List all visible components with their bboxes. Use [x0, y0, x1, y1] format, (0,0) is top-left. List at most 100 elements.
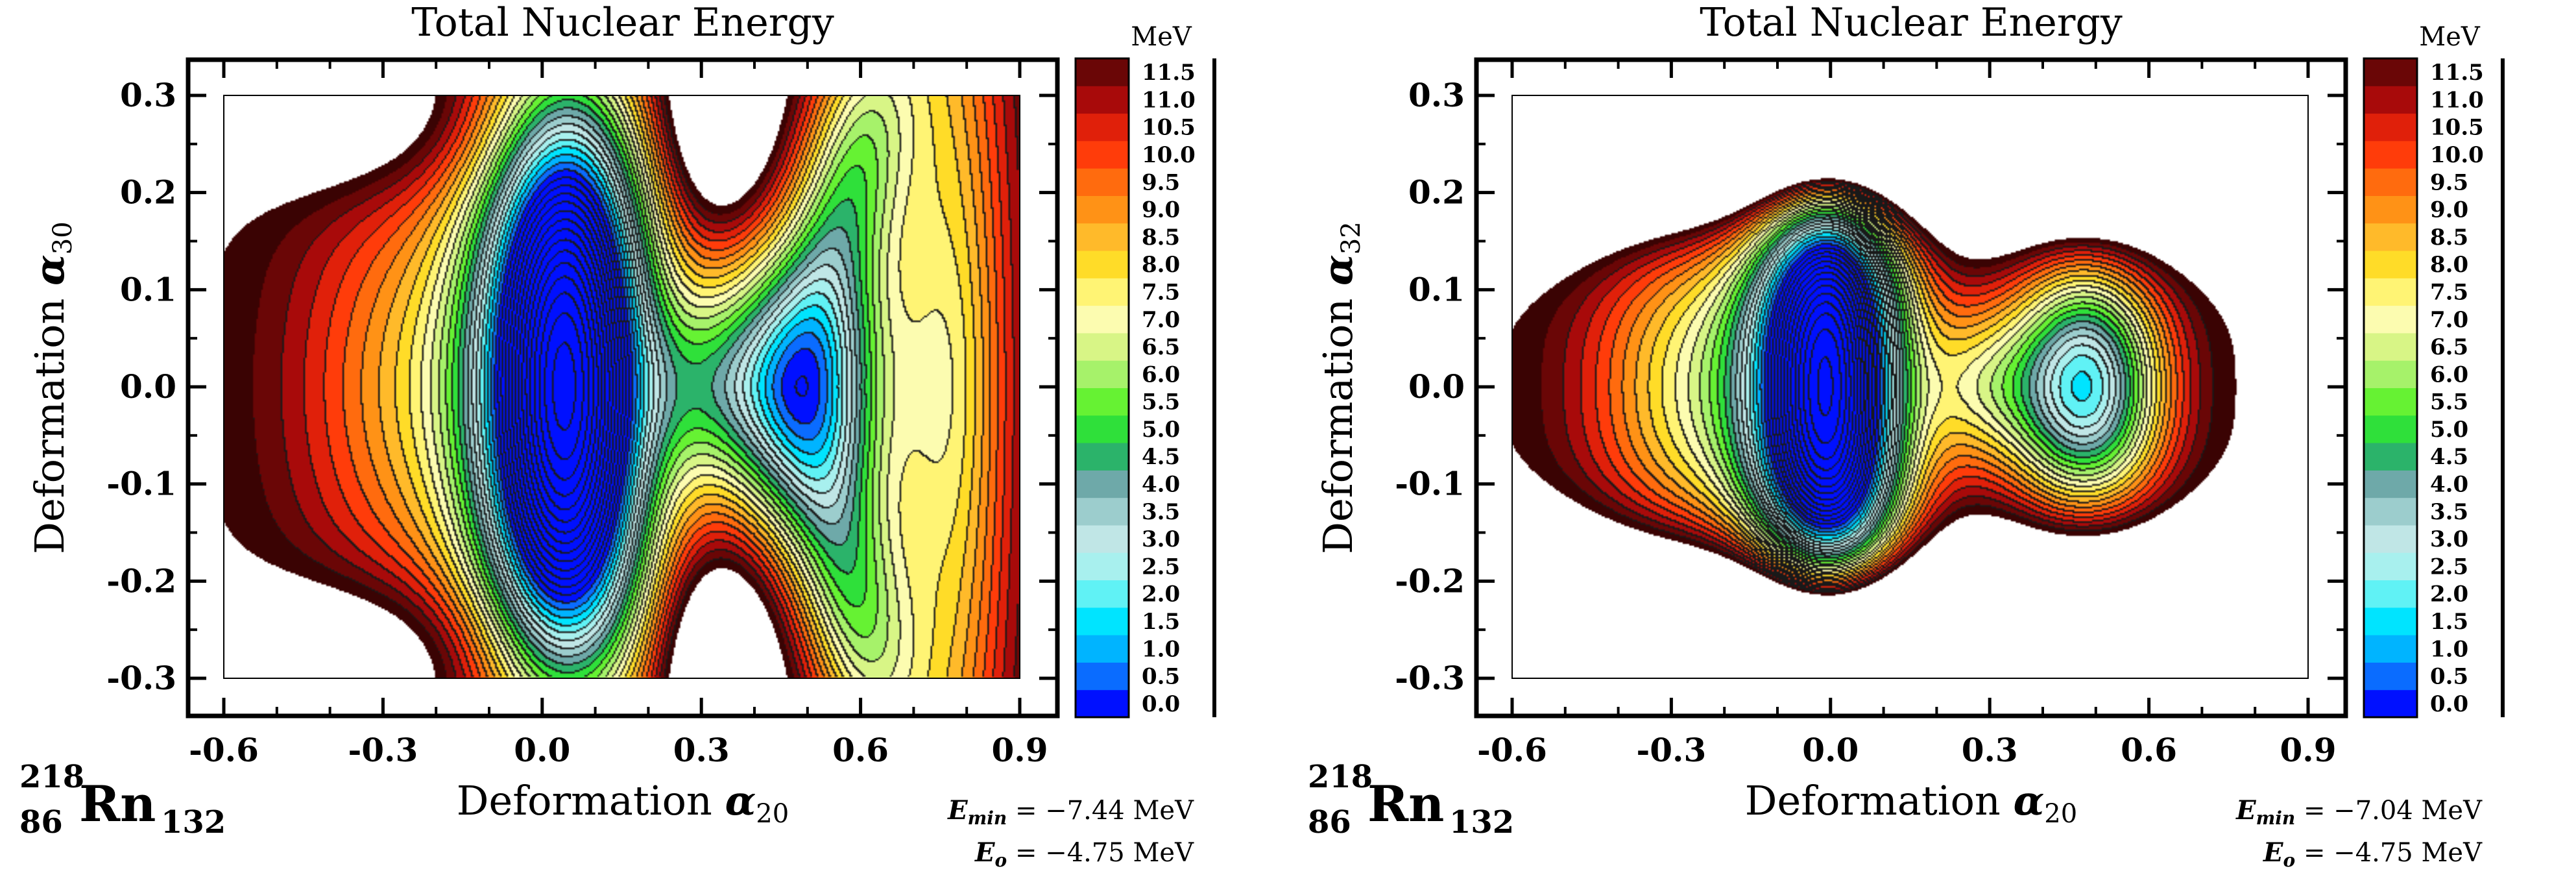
y-tick-label: 0.3 [120, 76, 176, 114]
energy-o-value: = −4.75 MeV [1007, 838, 1194, 868]
colorbar-tick-label: 8.0 [1142, 252, 1180, 278]
colorbar-tick-label: 1.0 [1142, 636, 1180, 662]
y-tick-label: -0.2 [1395, 561, 1465, 600]
energy-min-annotation: Emin = −7.44 MeV [947, 795, 1194, 829]
colorbar-swatch [2364, 662, 2417, 691]
left-panel: -0.6 -0.3 0.0 0.3 0.6 0.9 -0.3 -0.2 -0.1 0.0 0.1 0.… [0, 0, 1288, 871]
x-tick-label: -0.3 [1637, 731, 1707, 769]
colorbar-swatch [1076, 251, 1129, 278]
x-tick-label: -0.3 [348, 731, 418, 769]
colorbar-tick-label: 8.5 [1142, 225, 1180, 251]
colorbar-tick-label: 11.0 [1142, 87, 1196, 113]
x-tick-label: 0.6 [832, 731, 889, 769]
x-tick-label: -0.6 [189, 731, 259, 769]
colorbar-swatch [2364, 278, 2417, 306]
x-tick-label: 0.6 [2121, 731, 2177, 769]
colorbar-tick-label: 3.0 [2430, 526, 2468, 552]
colorbar-swatch [2364, 195, 2417, 224]
colorbar-tick-label: 2.0 [2430, 582, 2468, 608]
x-axis-label-subscript: 20 [756, 799, 789, 829]
y-tick-label: -0.1 [106, 465, 176, 503]
energy-min-symbol: E [2235, 795, 2256, 826]
x-tick-label: -0.6 [1477, 731, 1547, 769]
energy-o-symbol: E [974, 837, 995, 868]
y-tick-label: -0.1 [1395, 465, 1465, 503]
energy-o-subscript: o [2283, 850, 2296, 870]
colorbar-tick-label: 8.0 [2430, 252, 2468, 278]
colorbar-swatch [2364, 497, 2417, 526]
nucleus-neutron-number: 132 [1449, 804, 1514, 841]
y-tick-label: 0.2 [120, 173, 176, 212]
colorbar-swatch [2364, 689, 2417, 718]
colorbar-tick-label: 1.0 [2430, 636, 2468, 662]
x-axis-label-text: Deformation [457, 777, 725, 824]
colorbar-tick-label: 4.0 [2430, 472, 2468, 498]
colorbar-swatch [2364, 58, 2417, 86]
nucleus-mass-number: 218 [1308, 759, 1373, 795]
y-tick-label: 0.1 [120, 270, 176, 308]
colorbar-tick-label: 10.0 [2430, 142, 2484, 168]
colorbar-swatch [1076, 443, 1129, 471]
colorbar-tick-label: 0.0 [1142, 691, 1180, 717]
y-tick-label: 0.0 [1408, 367, 1465, 406]
x-tick-label: 0.9 [2280, 731, 2337, 769]
colorbar-tick-label: 4.5 [1142, 444, 1180, 470]
x-axis-label-subscript: 20 [2044, 799, 2077, 829]
right-panel: -0.6 -0.3 0.0 0.3 0.6 0.9 -0.3 -0.2 -0.1 0.0 0.1 0.… [1288, 0, 2576, 871]
energy-min-value: = −7.04 MeV [2295, 796, 2483, 826]
energy-min-annotation: Emin = −7.04 MeV [2235, 795, 2483, 829]
colorbar-swatch [2364, 470, 2417, 498]
colorbar-tick-label: 10.5 [1142, 115, 1196, 141]
colorbar-tick-label: 3.5 [2430, 499, 2468, 525]
y-axis-label-subscript: 32 [1336, 221, 1366, 254]
colorbar-swatch [2364, 332, 2417, 361]
colorbar-tick-label: 7.0 [1142, 307, 1180, 333]
energy-o-subscript: o [995, 850, 1007, 870]
y-tick-label: -0.3 [106, 659, 176, 697]
energy-map-alpha32: -0.6 -0.3 0.0 0.3 0.6 0.9 -0.3 -0.2 -0.1 0.0 0.1 0.… [1308, 0, 2505, 871]
colorbar-swatch [2364, 140, 2417, 169]
colorbar-swatch [1076, 278, 1129, 306]
colorbar-tick-label: 5.0 [1142, 417, 1180, 443]
colorbar-tick-label: 4.5 [2430, 444, 2468, 470]
colorbar-swatch [1076, 58, 1129, 86]
colorbar-tick-label: 11.0 [2430, 87, 2484, 113]
colorbar-swatch [1076, 140, 1129, 169]
nucleus-symbol: Rn [79, 775, 156, 833]
colorbar-swatch [2364, 415, 2417, 443]
y-tick-label: 0.3 [1408, 76, 1465, 114]
colorbar-tick-label: 11.5 [1142, 60, 1196, 86]
colorbar-tick-label: 6.5 [1142, 334, 1180, 360]
nucleus-charge-number: 86 [1308, 804, 1351, 841]
colorbar-swatch [2364, 251, 2417, 278]
colorbar-tick-label: 9.0 [1142, 197, 1180, 223]
colorbar-swatch [1076, 524, 1129, 553]
colorbar-swatch [2364, 443, 2417, 471]
colorbar-unit: MeV [1131, 22, 1192, 52]
colorbar-tick-label: 9.0 [2430, 197, 2468, 223]
colorbar-tick-label: 5.5 [1142, 389, 1180, 415]
colorbar-swatch [1076, 332, 1129, 361]
y-tick-label: 0.0 [120, 367, 176, 406]
y-tick-label: 0.2 [1408, 173, 1465, 212]
colorbar-swatch [2364, 168, 2417, 196]
colorbar-swatch [1076, 552, 1129, 581]
colorbar-swatch [1076, 580, 1129, 608]
y-axis-label-text: Deformation [26, 286, 73, 554]
chart-title: Total Nuclear Energy [411, 0, 834, 45]
colorbar-swatch [1076, 662, 1129, 691]
plot-inner-border [1511, 95, 2309, 679]
colorbar-swatch [1076, 497, 1129, 526]
colorbar-swatch [2364, 387, 2417, 416]
colorbar-tick-label: 1.5 [1142, 609, 1180, 635]
colorbar-swatch [1076, 195, 1129, 224]
colorbar-swatch [2364, 552, 2417, 581]
colorbar-tick-label: 10.5 [2430, 115, 2484, 141]
x-tick-label: 0.3 [1962, 731, 2018, 769]
x-tick-label: 0.0 [514, 731, 570, 769]
colorbar-tick-label: 0.5 [1142, 664, 1180, 690]
energy-contour-map [1512, 95, 2308, 678]
colorbar-tick-label: 11.5 [2430, 60, 2484, 86]
colorbar-tick-label: 6.0 [1142, 362, 1180, 387]
energy-min-subscript: min [968, 807, 1007, 829]
